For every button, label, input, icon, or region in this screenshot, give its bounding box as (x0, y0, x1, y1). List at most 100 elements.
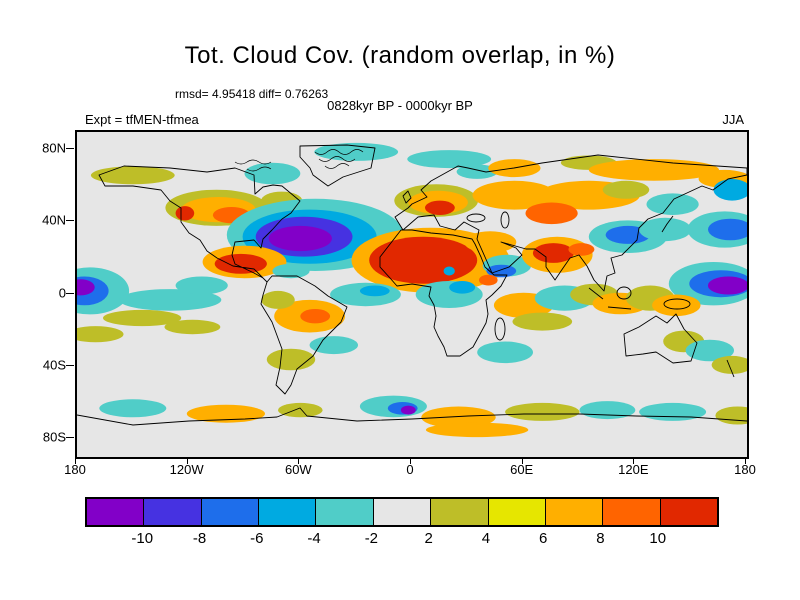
anomaly-region (268, 225, 332, 252)
anomaly-region (400, 405, 416, 415)
coastline-africa (379, 229, 508, 357)
anomaly-region (425, 200, 455, 215)
coastline-antarctica (77, 407, 747, 426)
anomaly-region (707, 276, 747, 295)
black-sea-outline (466, 213, 486, 223)
anomaly-region (568, 243, 595, 256)
anomaly-region (425, 422, 529, 438)
y-axis-tick-label: 40N (42, 212, 66, 228)
y-axis-tick (66, 364, 74, 366)
y-axis-tick (66, 220, 74, 222)
anomaly-region (505, 402, 580, 421)
x-axis-tick-label: 120W (169, 462, 204, 477)
x-axis-tick (633, 457, 635, 464)
anomaly-region (214, 253, 267, 274)
anomaly-region (175, 276, 228, 295)
colorbar-tick-label: -4 (307, 530, 321, 547)
anomaly-region (77, 279, 95, 296)
colorbar-tick-label: -6 (250, 530, 264, 547)
coastline-greenland (299, 144, 376, 187)
y-axis-tick-label: 80N (42, 140, 66, 156)
coastlines (77, 144, 747, 426)
y-axis-tick-label: 40S (42, 357, 66, 373)
anomaly-region (449, 281, 476, 294)
anomaly-region (99, 399, 167, 418)
coastline-borneo (616, 286, 632, 300)
colorbar-segment (201, 499, 260, 525)
anomaly-region (652, 294, 701, 317)
anomaly-region (646, 193, 699, 215)
anomaly-region (309, 336, 358, 355)
stats-line: rmsd= 4.95418 diff= 0.76263 (175, 87, 329, 101)
coastline-madagascar (494, 317, 506, 341)
colorbar-tick-label: 8 (596, 530, 605, 547)
colorbar-segment (87, 499, 145, 525)
colorbar-segment (316, 499, 374, 525)
x-axis-tick-label: 60W (284, 462, 312, 477)
anomaly-region (639, 402, 707, 421)
y-axis-tick (66, 148, 74, 150)
anomaly-region (272, 263, 310, 279)
anomaly-region (477, 341, 533, 364)
anomaly-region (532, 243, 574, 263)
colorbar-tick-label: -10 (131, 530, 154, 547)
colorbar-tick-label: -2 (364, 530, 379, 547)
coastline-south-america (260, 275, 348, 395)
hatch-line (246, 166, 272, 172)
anomaly-regions (77, 142, 747, 438)
colorbar-segment (660, 499, 717, 525)
anomaly-region (175, 206, 195, 221)
anomaly-region (525, 202, 578, 225)
colorbar-segment (431, 499, 489, 525)
experiment-label: Expt = tfMEN-tfmea (85, 112, 199, 127)
anomaly-region (708, 218, 747, 241)
y-axis-tick (66, 292, 74, 294)
anomaly-region (588, 159, 719, 181)
x-axis-tick (186, 457, 188, 464)
anomaly-region (713, 179, 747, 201)
anomaly-region (118, 289, 222, 311)
coastline-new-guinea (663, 298, 691, 310)
coastline-java (607, 306, 632, 310)
anomaly-region (164, 319, 221, 335)
coastline-britain (402, 190, 412, 204)
anomaly-region (472, 180, 557, 210)
anomaly-region (639, 217, 692, 242)
season-label: JJA (722, 112, 744, 127)
y-axis-tick (66, 436, 74, 438)
anomaly-region (77, 326, 124, 343)
anomaly-region (407, 150, 492, 169)
period-label: 0828kyr BP - 0000kyr BP (327, 98, 473, 113)
anomaly-region (512, 312, 573, 331)
anomaly-region (443, 266, 455, 276)
anomaly-region (369, 236, 478, 284)
coastline-eurasia (394, 154, 747, 292)
anomaly-region (486, 264, 517, 278)
x-axis-tick (298, 457, 300, 464)
anomaly-region (266, 348, 316, 371)
anomaly-region (186, 404, 265, 423)
x-axis-tick-label: 180 (64, 462, 86, 477)
anomaly-region (602, 180, 650, 199)
x-axis-tick (745, 457, 746, 464)
colorbar-segment (259, 499, 317, 525)
x-axis-tick (410, 457, 411, 464)
colorbar-tick-label: 6 (539, 530, 548, 547)
anomaly-region (244, 162, 301, 185)
y-axis-tick-label: 80S (42, 429, 66, 445)
x-axis-tick-label: 120E (618, 462, 649, 477)
colorbar-segment (545, 499, 604, 525)
x-axis-tick-label: 0 (406, 462, 414, 477)
anomaly-region (300, 309, 331, 324)
anomaly-region (103, 309, 182, 327)
y-axis-tick-label: 0 (58, 285, 66, 300)
contour-hatching-greenland (234, 149, 364, 172)
colorbar-tick-label: 10 (649, 530, 667, 547)
colorbar-segment (144, 499, 202, 525)
x-axis-tick-label: 180 (734, 462, 756, 477)
anomaly-region (278, 402, 323, 418)
anomaly-region (359, 285, 390, 297)
hatch-line (314, 149, 364, 155)
anomaly-region (261, 290, 295, 309)
